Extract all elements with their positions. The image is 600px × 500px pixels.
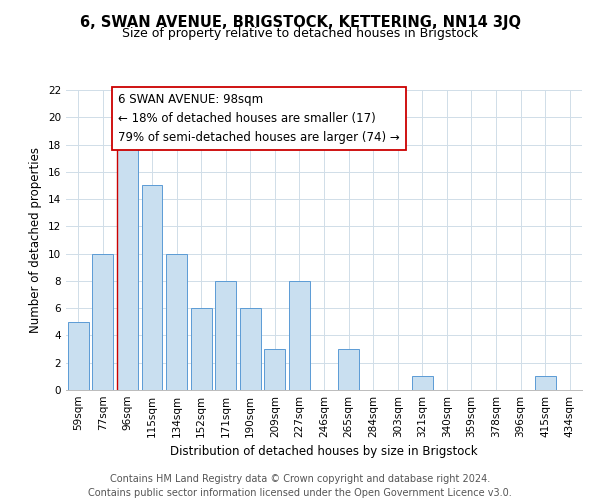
Text: 6 SWAN AVENUE: 98sqm
← 18% of detached houses are smaller (17)
79% of semi-detac: 6 SWAN AVENUE: 98sqm ← 18% of detached h…	[118, 92, 400, 144]
Bar	[117, 144, 138, 390]
Bar	[142, 186, 163, 390]
Bar	[289, 281, 310, 390]
Text: Contains HM Land Registry data © Crown copyright and database right 2024.
Contai: Contains HM Land Registry data © Crown c…	[88, 474, 512, 498]
Bar	[240, 308, 261, 390]
Y-axis label: Number of detached properties: Number of detached properties	[29, 147, 43, 333]
Bar	[265, 349, 286, 390]
Bar	[191, 308, 212, 390]
Bar	[412, 376, 433, 390]
Text: Size of property relative to detached houses in Brigstock: Size of property relative to detached ho…	[122, 28, 478, 40]
Text: 6, SWAN AVENUE, BRIGSTOCK, KETTERING, NN14 3JQ: 6, SWAN AVENUE, BRIGSTOCK, KETTERING, NN…	[79, 15, 521, 30]
Bar	[338, 349, 359, 390]
Bar	[535, 376, 556, 390]
X-axis label: Distribution of detached houses by size in Brigstock: Distribution of detached houses by size …	[170, 446, 478, 458]
Bar	[166, 254, 187, 390]
Bar	[215, 281, 236, 390]
Bar	[68, 322, 89, 390]
Bar	[92, 254, 113, 390]
